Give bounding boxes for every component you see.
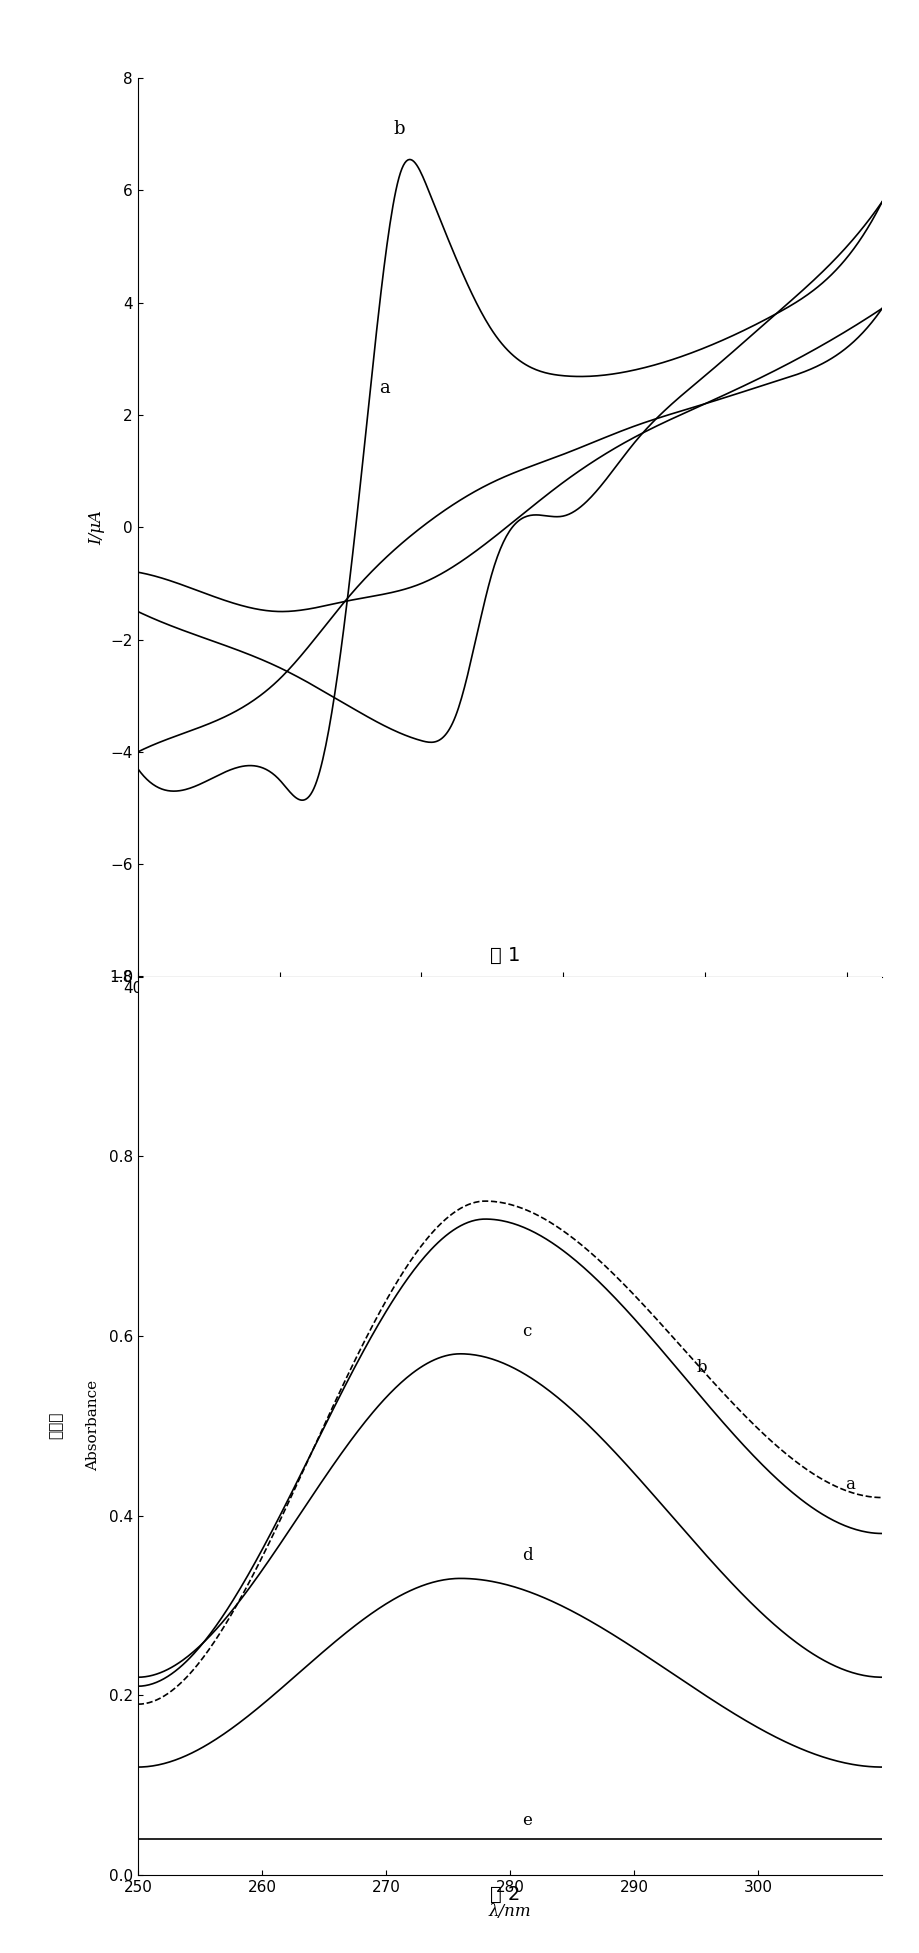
- Text: 吸光度: 吸光度: [49, 1412, 63, 1439]
- Text: b: b: [697, 1359, 707, 1375]
- Text: 图 2: 图 2: [490, 1885, 521, 1904]
- Text: a: a: [379, 379, 390, 396]
- Text: e: e: [522, 1812, 532, 1830]
- Y-axis label: Absorbance: Absorbance: [86, 1381, 100, 1471]
- Text: d: d: [522, 1547, 533, 1564]
- Text: 图 1: 图 1: [490, 945, 521, 965]
- Text: b: b: [393, 121, 404, 139]
- Y-axis label: I/μA: I/μA: [88, 510, 105, 545]
- X-axis label: E/mV vs SCE: E/mV vs SCE: [455, 1004, 565, 1021]
- X-axis label: λ/nm: λ/nm: [489, 1902, 531, 1920]
- Text: c: c: [522, 1322, 532, 1340]
- Text: a: a: [845, 1476, 855, 1492]
